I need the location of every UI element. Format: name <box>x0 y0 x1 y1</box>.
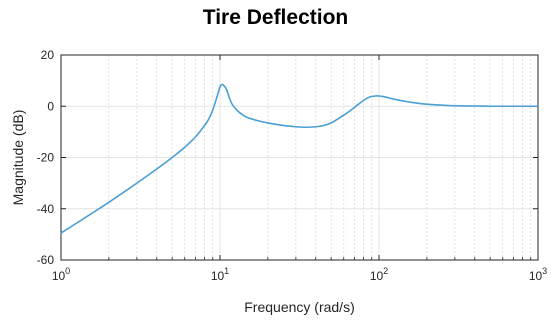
chart-title: Tire Deflection <box>202 6 349 29</box>
tick-labels: 100 101 102 103 20 0 -20 -40 -60 <box>37 48 548 283</box>
x-axis-label: Frequency (rad/s) <box>244 299 354 315</box>
y-tick-label: -40 <box>37 202 55 216</box>
axis-ticks <box>60 54 539 261</box>
x-tick-label: 102 <box>370 266 388 283</box>
y-tick-label: -20 <box>37 151 55 165</box>
y-tick-label: 0 <box>47 99 54 113</box>
x-tick-label: 100 <box>52 266 70 283</box>
series-layer <box>60 83 538 234</box>
x-tick-label: 103 <box>529 266 547 283</box>
x-tick-label: 101 <box>211 266 229 283</box>
y-tick-label: 20 <box>41 48 55 62</box>
series-line <box>60 83 538 234</box>
y-tick-label: -60 <box>37 253 55 267</box>
grid <box>60 54 539 261</box>
y-axis-label: Magnitude (dB) <box>10 110 26 206</box>
